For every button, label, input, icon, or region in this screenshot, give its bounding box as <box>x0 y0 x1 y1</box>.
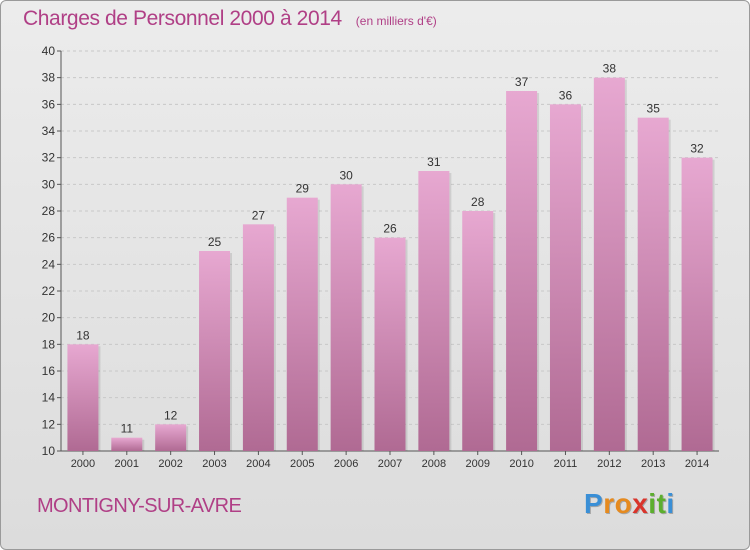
bar <box>286 197 318 451</box>
y-tick-label: 16 <box>42 364 56 378</box>
bar <box>242 224 274 451</box>
x-tick-label: 2012 <box>597 458 621 470</box>
data-label: 11 <box>121 422 134 436</box>
x-tick-label: 2013 <box>641 458 665 470</box>
data-label: 29 <box>296 182 310 196</box>
y-tick-label: 20 <box>42 311 56 325</box>
bar <box>593 77 625 452</box>
bar <box>199 251 231 451</box>
data-label: 32 <box>690 142 704 156</box>
data-label: 35 <box>647 102 661 116</box>
y-tick-label: 40 <box>42 44 56 58</box>
data-label: 25 <box>208 235 222 249</box>
y-tick-label: 24 <box>42 257 56 271</box>
data-label: 18 <box>76 328 90 342</box>
logo-letter: x <box>632 488 649 519</box>
x-tick-label: 2000 <box>71 458 95 470</box>
y-tick-label: 36 <box>42 97 56 111</box>
logo-letter: i <box>648 488 657 519</box>
bar <box>330 184 362 452</box>
bar <box>549 104 581 451</box>
data-label: 26 <box>383 222 397 236</box>
bar <box>418 171 450 451</box>
x-tick-label: 2005 <box>290 458 314 470</box>
logo-letter: t <box>656 488 667 519</box>
x-tick-label: 2008 <box>422 458 446 470</box>
x-tick-label: 2014 <box>685 458 709 470</box>
y-tick-label: 22 <box>42 284 56 298</box>
y-tick-label: 26 <box>42 231 56 245</box>
y-tick-label: 38 <box>42 71 56 85</box>
chart-title: Charges de Personnel 2000 à 2014 (en mill… <box>23 7 437 31</box>
data-label: 30 <box>339 168 353 182</box>
bar <box>681 157 713 451</box>
bar <box>637 117 669 452</box>
y-tick-label: 14 <box>42 391 56 405</box>
y-tick-label: 34 <box>42 124 56 138</box>
x-tick-label: 2002 <box>158 458 182 470</box>
x-tick-label: 2011 <box>554 458 578 470</box>
x-tick-label: 2004 <box>246 458 270 470</box>
y-tick-label: 18 <box>42 337 56 351</box>
y-tick-label: 30 <box>42 177 56 191</box>
logo-letter: o <box>614 488 633 519</box>
data-label: 31 <box>427 155 441 169</box>
bar <box>155 424 187 451</box>
data-label: 37 <box>515 75 529 89</box>
title-text: Charges de Personnel 2000 à 2014 <box>23 7 342 30</box>
logo-letter: P <box>584 488 604 519</box>
x-tick-label: 2010 <box>509 458 533 470</box>
y-tick-label: 10 <box>42 444 56 458</box>
bar <box>506 91 538 451</box>
data-label: 38 <box>603 62 617 76</box>
data-label: 28 <box>471 195 485 209</box>
commune-name: MONTIGNY-SUR-AVRE <box>37 495 242 517</box>
bar <box>462 211 494 451</box>
unit-note: (en milliers d'€) <box>355 14 437 28</box>
y-tick-label: 12 <box>42 417 56 431</box>
x-tick-label: 2009 <box>465 458 489 470</box>
logo-letter: r <box>603 488 615 519</box>
x-tick-label: 2007 <box>378 458 402 470</box>
y-tick-label: 28 <box>42 204 56 218</box>
x-tick-label: 2003 <box>202 458 226 470</box>
data-label: 12 <box>164 408 178 422</box>
data-label: 36 <box>559 88 573 102</box>
proxiti-logo: Proxiti <box>584 488 675 520</box>
bar <box>374 237 406 451</box>
y-tick-label: 32 <box>42 151 56 165</box>
bar <box>111 437 143 451</box>
bar <box>67 344 99 451</box>
x-tick-label: 2006 <box>334 458 358 470</box>
x-tick-label: 2001 <box>115 458 139 470</box>
data-label: 27 <box>252 208 266 222</box>
logo-letter: i <box>666 488 675 519</box>
